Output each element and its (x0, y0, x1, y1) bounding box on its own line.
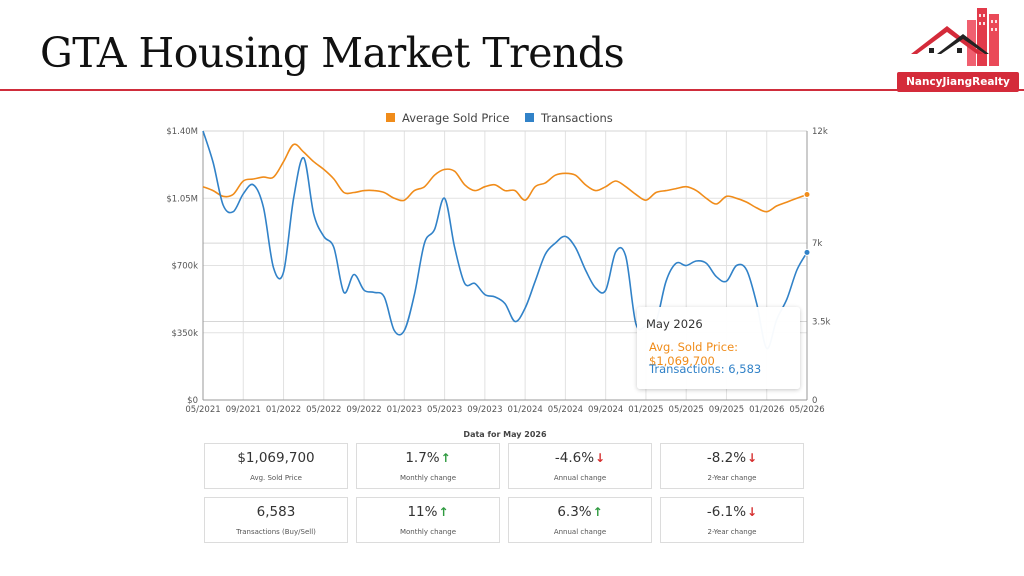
stat-card: 6,583 Transactions (Buy/Sell) (204, 497, 348, 543)
x-tick-label: 01/2026 (749, 405, 784, 415)
arrow-up-icon: ↑ (592, 505, 603, 519)
stat-value: -6.1%↓ (661, 504, 803, 520)
x-tick-label: 05/2021 (185, 405, 220, 415)
transactions-series-line (202, 130, 808, 350)
arrow-up-icon: ↑ (440, 451, 451, 465)
stat-value: 6.3%↑ (509, 504, 651, 520)
legend-item-price: Average Sold Price (402, 111, 509, 125)
stat-label: Transactions (Buy/Sell) (236, 528, 316, 536)
y-right-tick-label: 0 (812, 396, 817, 406)
chart-tooltip: May 2026 Avg. Sold Price: $1,069,700 Tra… (637, 307, 800, 389)
stat-label: Avg. Sold Price (250, 474, 302, 482)
stat-label: Monthly change (399, 474, 456, 482)
stat-card: -4.6%↓ Annual change (508, 443, 652, 489)
arrow-down-icon: ↓ (595, 451, 606, 465)
stat-card: 11%↑ Monthly change (356, 497, 500, 543)
price-point-marker (803, 190, 811, 198)
y-right-tick-label: 7k (812, 239, 822, 249)
stat-value: $1,069,700 (205, 450, 347, 466)
x-tick-label: 09/2021 (226, 405, 261, 415)
x-tick-label: 09/2025 (709, 405, 744, 415)
price-series-line (202, 143, 808, 213)
stat-value-text: -8.2% (706, 450, 747, 466)
stat-card: 6.3%↑ Annual change (508, 497, 652, 543)
x-tick-label: 09/2024 (588, 405, 623, 415)
stat-value-text: 6,583 (256, 504, 296, 520)
arrow-down-icon: ↓ (747, 505, 758, 519)
stat-value: -8.2%↓ (661, 450, 803, 466)
stat-label: Monthly change (399, 528, 456, 536)
x-tick-label: 01/2022 (266, 405, 301, 415)
y-left-tick-label: $700k (171, 262, 198, 272)
arrow-up-icon: ↑ (438, 505, 449, 519)
title-divider (0, 89, 1024, 91)
stat-card: 1.7%↑ Monthly change (356, 443, 500, 489)
stat-label: Annual change (553, 528, 607, 536)
stat-value-text: -4.6% (554, 450, 595, 466)
stat-value-text: -6.1% (706, 504, 747, 520)
y-right-tick-label: 3.5k (812, 318, 831, 328)
legend-item-transactions: Transactions (540, 111, 613, 125)
stat-label: 2-Year change (707, 528, 757, 536)
stat-value: 6,583 (205, 504, 347, 520)
legend-swatch (525, 113, 534, 122)
tooltip-price: Avg. Sold Price: $1,069,700 (649, 340, 739, 368)
stat-card: -6.1%↓ 2-Year change (660, 497, 804, 543)
x-tick-label: 01/2023 (387, 405, 422, 415)
stat-value: 1.7%↑ (357, 450, 499, 466)
x-tick-label: 05/2024 (548, 405, 583, 415)
stat-label: 2-Year change (707, 474, 757, 482)
stat-card: $1,069,700 Avg. Sold Price (204, 443, 348, 489)
stat-value-text: 6.3% (557, 504, 592, 520)
company-logo[interactable]: NancyJiangRealty (897, 4, 1019, 92)
tooltip-transactions: Transactions: 6,583 (649, 362, 762, 376)
stat-value-text: 11% (407, 504, 438, 520)
y-left-tick-label: $350k (171, 329, 198, 339)
x-tick-label: 09/2022 (346, 405, 381, 415)
tooltip-title: May 2026 (646, 317, 703, 331)
house-logo-icon (911, 8, 999, 66)
stat-value: 11%↑ (357, 504, 499, 520)
x-tick-label: 05/2026 (789, 405, 824, 415)
summary-header: Data for May 2026 (463, 430, 547, 439)
arrow-down-icon: ↓ (747, 451, 758, 465)
x-tick-label: 09/2023 (467, 405, 502, 415)
x-tick-label: 05/2023 (427, 405, 462, 415)
x-tick-label: 01/2024 (507, 405, 542, 415)
stat-value: -4.6%↓ (509, 450, 651, 466)
stat-value-text: 1.7% (405, 450, 440, 466)
transactions-point-marker (803, 248, 811, 256)
housing-trend-chart[interactable]: 05/2021 09/2021 01/2022 05/2022 09/2022 01/20… (0, 0, 1024, 430)
x-tick-label: 05/2025 (669, 405, 704, 415)
stat-label: Annual change (553, 474, 607, 482)
y-right-tick-label: 12k (812, 127, 828, 137)
y-left-tick-label: $1.40M (166, 127, 198, 137)
y-left-tick-label: $0 (187, 396, 198, 406)
stat-value-text: $1,069,700 (237, 450, 315, 466)
x-tick-label: 01/2025 (628, 405, 663, 415)
logo-text: NancyJiangRealty (897, 72, 1019, 92)
x-tick-label: 05/2022 (306, 405, 341, 415)
legend-swatch (386, 113, 395, 122)
y-left-tick-label: $1.05M (166, 194, 198, 204)
stat-card: -8.2%↓ 2-Year change (660, 443, 804, 489)
page-title: GTA Housing Market Trends (40, 29, 625, 77)
